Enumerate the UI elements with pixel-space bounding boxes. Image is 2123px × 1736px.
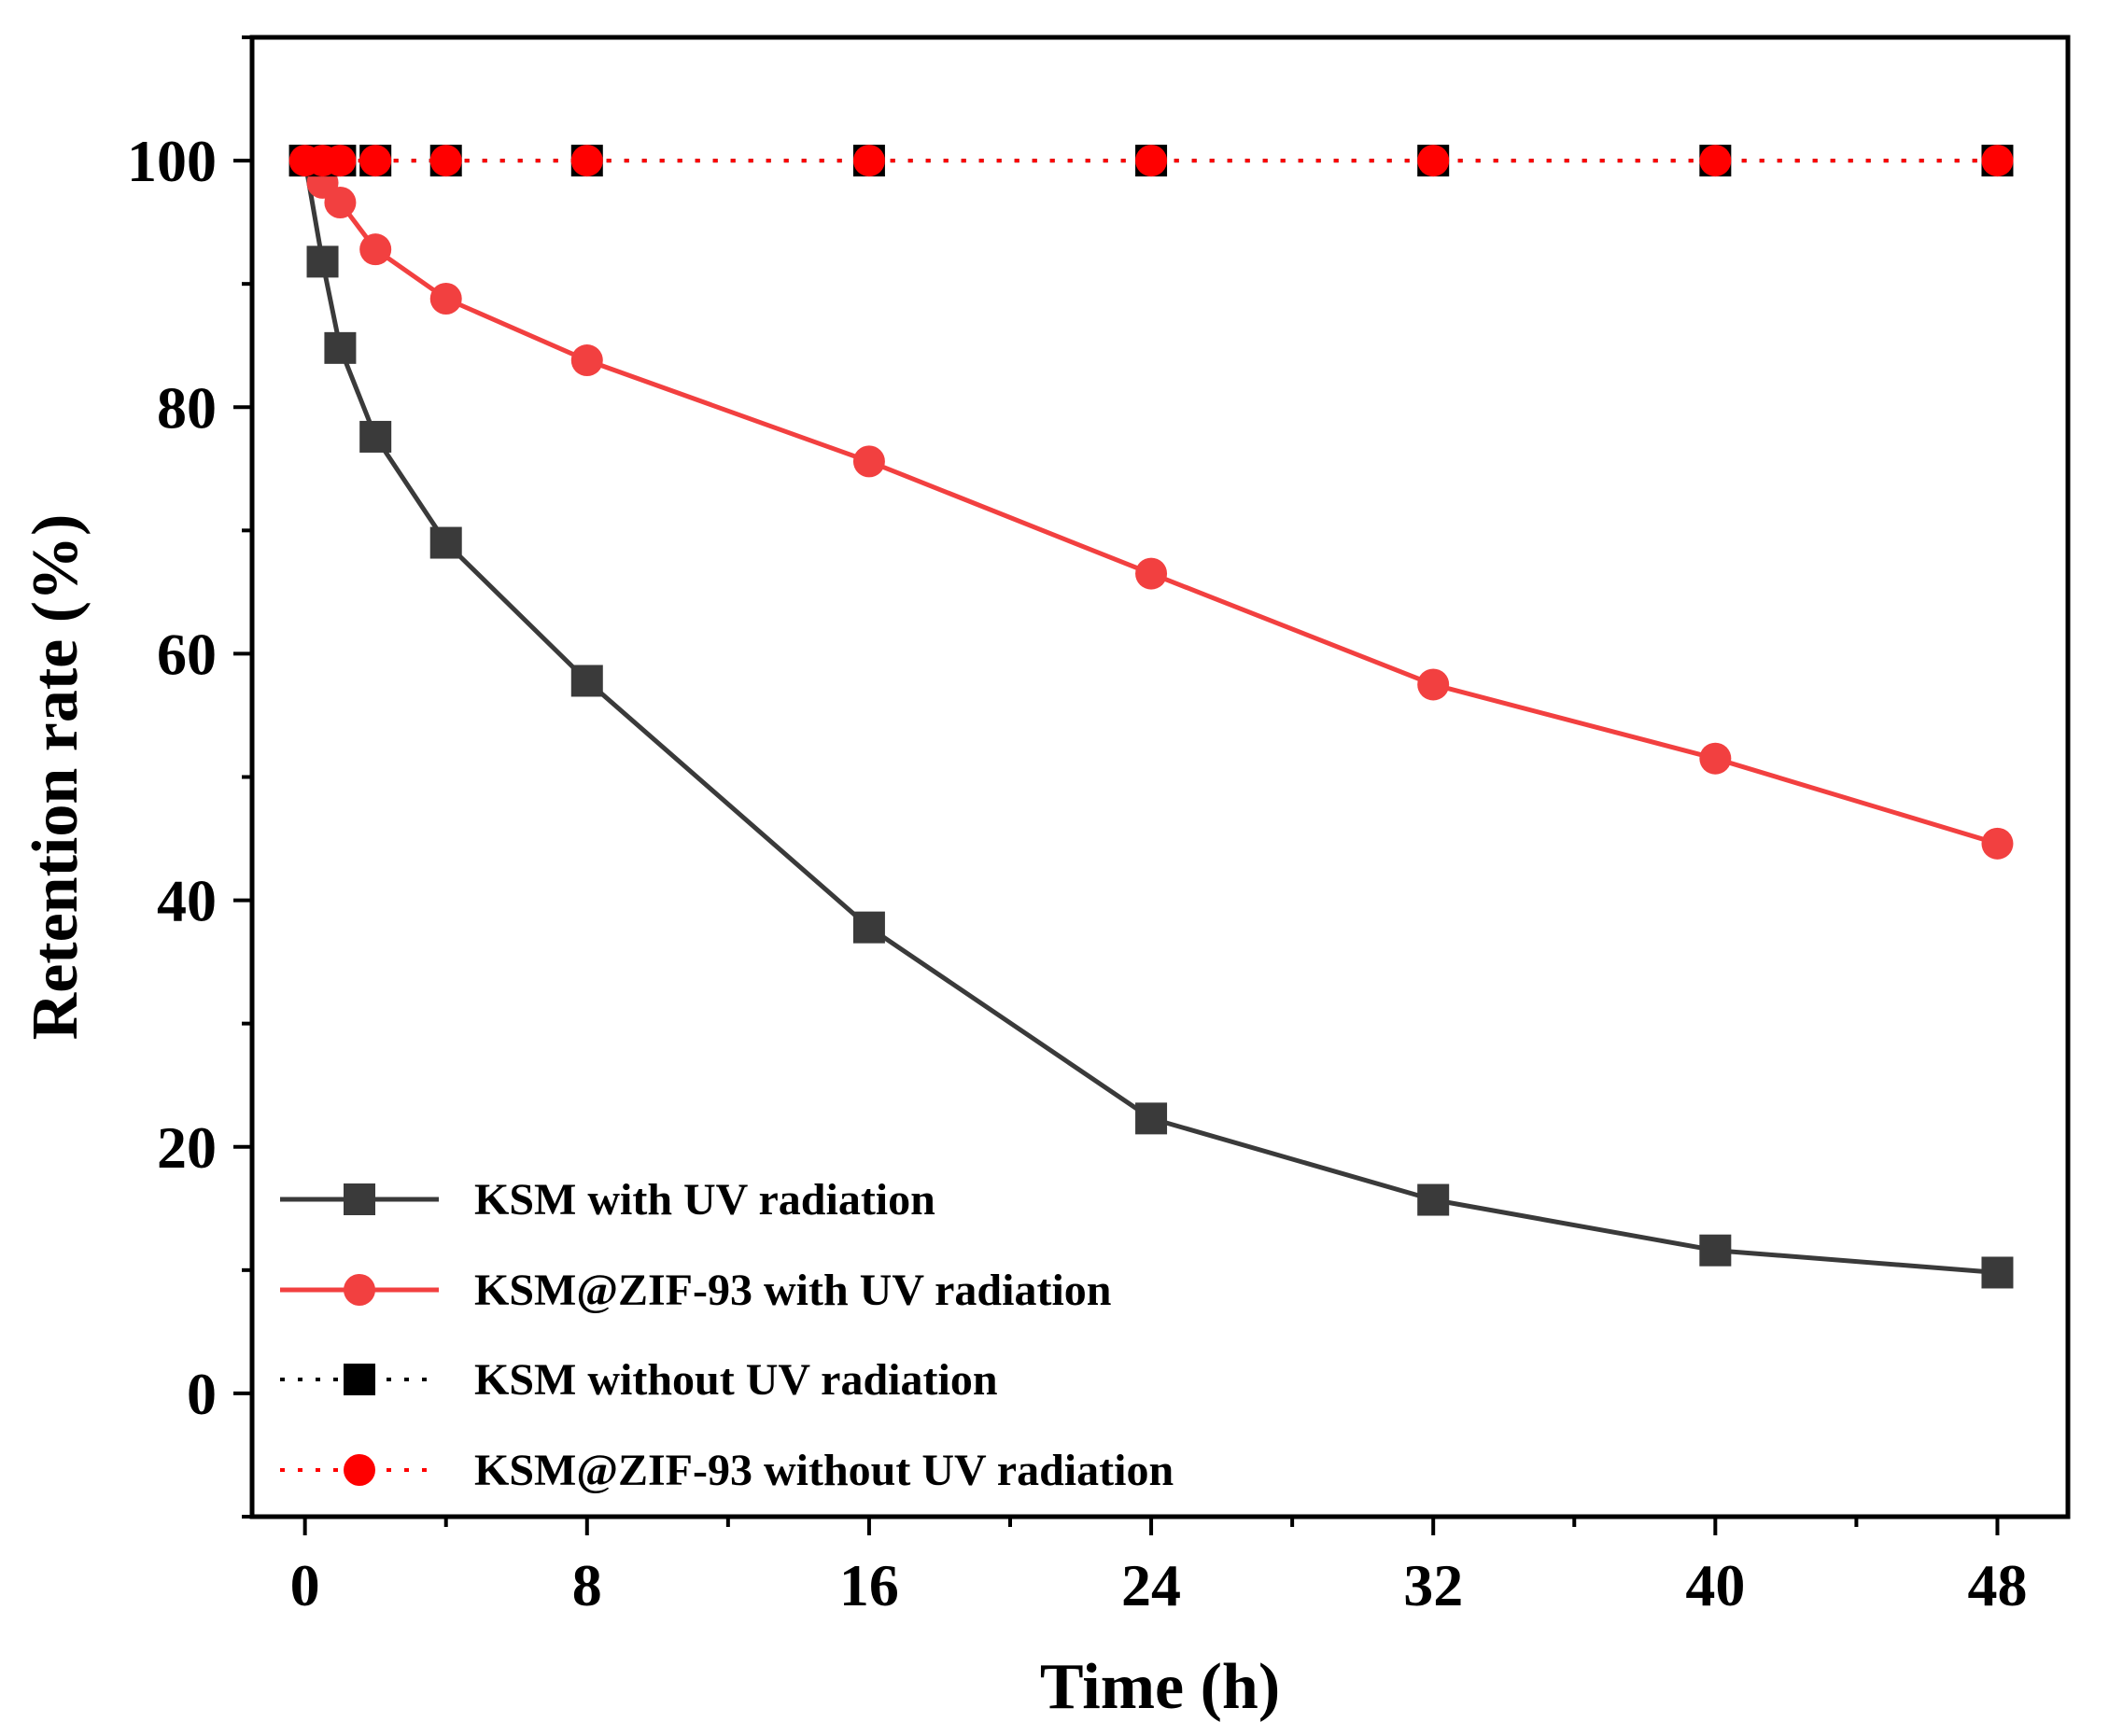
data-point — [1417, 1183, 1450, 1216]
series-layer — [288, 145, 2014, 1289]
x-tick-label: 48 — [1967, 1552, 2027, 1618]
series-2 — [288, 145, 2014, 860]
legend-item: KSM@ZIF-93 with UV radiation — [280, 1266, 1111, 1315]
x-tick-label: 24 — [1121, 1552, 1181, 1618]
data-point — [1135, 145, 1168, 177]
data-point — [429, 283, 462, 315]
data-point — [359, 420, 392, 453]
legend-item: KSM without UV radiation — [280, 1355, 998, 1405]
data-point — [359, 145, 392, 177]
data-point — [852, 911, 885, 944]
y-axis-title: Retention rate (%) — [20, 514, 91, 1041]
series-4 — [288, 145, 2014, 177]
data-point — [324, 145, 357, 177]
y-tick-label: 40 — [157, 868, 217, 934]
data-point — [429, 145, 462, 177]
x-axis-title: Time (h) — [1040, 1651, 1280, 1723]
legend-label: KSM with UV radiation — [474, 1175, 935, 1225]
data-point — [852, 445, 885, 478]
legend-marker — [344, 1183, 375, 1215]
data-point — [1699, 1234, 1732, 1267]
x-tick-label: 8 — [572, 1552, 602, 1618]
data-point — [1981, 827, 2014, 860]
series-1 — [288, 145, 2014, 1289]
data-point — [324, 331, 357, 364]
data-point — [1699, 145, 1732, 177]
y-tick-label: 100 — [127, 128, 217, 194]
data-point — [1417, 668, 1450, 701]
y-tick-label: 60 — [157, 621, 217, 687]
x-tick-label: 32 — [1403, 1552, 1463, 1618]
series-line — [302, 159, 1999, 847]
legend-label: KSM without UV radiation — [474, 1355, 998, 1405]
data-point — [1981, 145, 2014, 177]
data-point — [852, 145, 885, 177]
data-point — [429, 526, 462, 559]
legend: KSM with UV radiation KSM@ZIF-93 with UV … — [280, 1175, 1174, 1495]
y-tick-label: 80 — [157, 374, 217, 441]
legend-label: KSM@ZIF-93 with UV radiation — [474, 1266, 1111, 1315]
data-point — [359, 233, 392, 266]
data-point — [324, 186, 357, 218]
data-point — [570, 344, 603, 377]
x-tick-label: 16 — [839, 1552, 899, 1618]
data-point — [1135, 1102, 1168, 1135]
data-point — [1981, 1256, 2014, 1289]
legend-item: KSM@ZIF-93 without UV radiation — [280, 1446, 1174, 1495]
x-tick-label: 40 — [1685, 1552, 1745, 1618]
axes: 0 8 16 24 32 40 48 0 20 40 60 80 100 — [127, 35, 2027, 1618]
y-tick-label: 0 — [187, 1361, 217, 1427]
legend-marker — [344, 1454, 375, 1486]
data-point — [570, 145, 603, 177]
data-point — [1699, 742, 1732, 775]
legend-marker — [344, 1274, 375, 1306]
legend-item: KSM with UV radiation — [280, 1175, 935, 1225]
x-tick-label: 0 — [290, 1552, 320, 1618]
legend-marker — [344, 1364, 375, 1395]
data-point — [570, 665, 603, 697]
data-point — [1417, 145, 1450, 177]
y-tick-label: 20 — [157, 1114, 217, 1181]
data-point — [1135, 557, 1168, 590]
legend-label: KSM@ZIF-93 without UV radiation — [474, 1446, 1174, 1495]
data-point — [306, 245, 339, 278]
